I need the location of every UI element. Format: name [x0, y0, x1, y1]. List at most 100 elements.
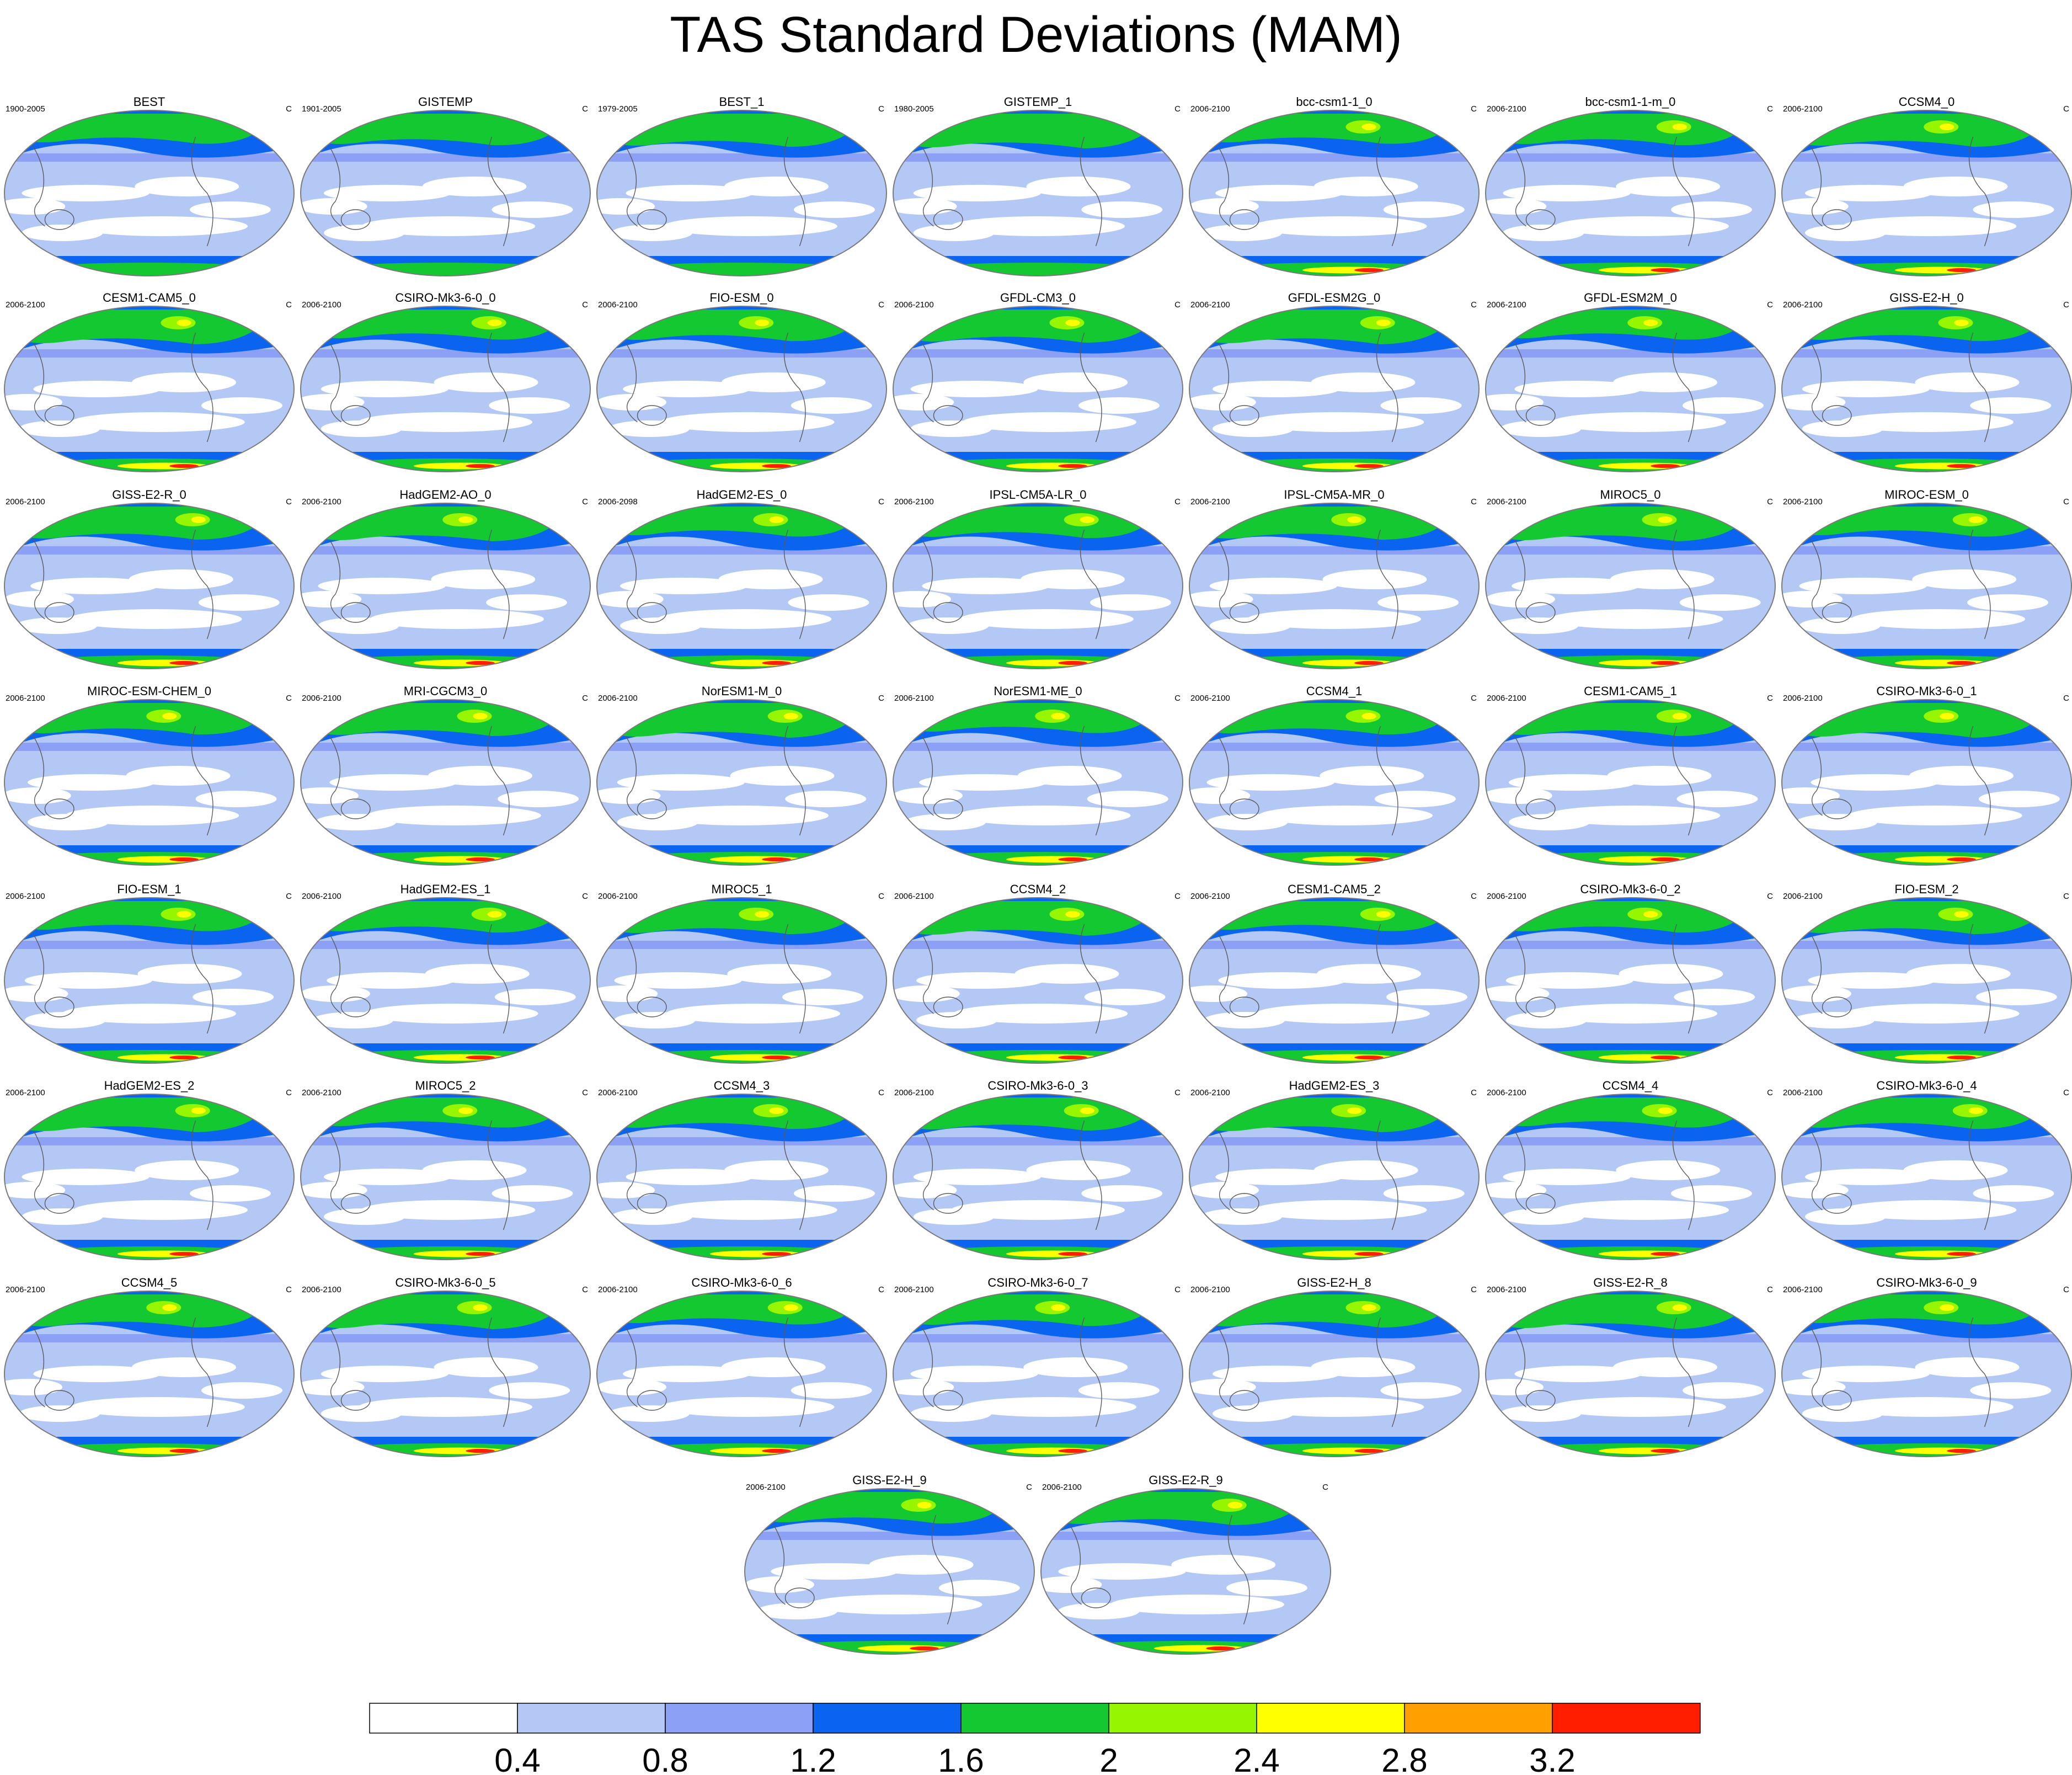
- field-low: [1503, 185, 1631, 201]
- field-low: [22, 1208, 103, 1225]
- field-low: [1546, 806, 1721, 825]
- field-south-red: [1651, 1448, 1680, 1453]
- panel-title: CSIRO-Mk3-6-0_4: [1876, 1079, 1977, 1092]
- panel-title: CESM1-CAM5_0: [103, 291, 196, 305]
- coastline-americas: [191, 332, 213, 443]
- field-low: [721, 1357, 826, 1377]
- field-low: [1909, 766, 2014, 786]
- field-south-red: [169, 1448, 199, 1453]
- field-hotter: [783, 1304, 798, 1311]
- field-low: [190, 201, 271, 218]
- field-low: [1811, 774, 1939, 791]
- panel-units: C: [878, 1088, 884, 1097]
- coastline-asia: [1810, 342, 1823, 423]
- coastline-americas: [1672, 1317, 1695, 1427]
- field-low: [1213, 420, 1294, 437]
- colorbar-cell: [960, 1703, 1109, 1734]
- map-outline: [4, 503, 295, 669]
- field-low: [1320, 766, 1424, 786]
- map-outline: [1485, 503, 1776, 669]
- panel-period: 2006-2100: [1487, 1285, 1526, 1294]
- field-hotter: [458, 516, 473, 523]
- field-low: [4, 198, 66, 215]
- field-low: [1486, 591, 1555, 607]
- field-low: [951, 1200, 1125, 1220]
- field-low: [910, 1405, 992, 1422]
- field-low: [1259, 806, 1433, 825]
- panel-units: C: [2063, 1285, 2069, 1294]
- field-low: [1026, 1160, 1131, 1180]
- field-low: [329, 774, 457, 791]
- field-low: [1500, 1405, 1582, 1422]
- colorbar-cell: [369, 1703, 518, 1734]
- map-panel: IPSL-CM5A-LR_0 2006-2100 C: [893, 488, 1183, 669]
- field-hotter: [1672, 124, 1687, 130]
- panel-title: NorESM1-M_0: [702, 684, 782, 698]
- panel-units: C: [1767, 497, 1773, 507]
- field-low: [808, 1595, 982, 1614]
- field-low: [1845, 1004, 2020, 1024]
- field-low: [1973, 201, 2054, 218]
- field-low: [1613, 372, 1717, 392]
- coastline-americas: [1080, 1317, 1102, 1427]
- coastline-americas: [487, 924, 510, 1034]
- panel-units: C: [2063, 497, 2069, 507]
- field-low: [1549, 609, 1723, 629]
- coastline-asia: [625, 342, 638, 423]
- field-low: [597, 985, 658, 1002]
- coastline-australia: [637, 405, 667, 426]
- field-low: [301, 1379, 365, 1395]
- field-low: [794, 1185, 875, 1202]
- field-low: [655, 806, 829, 825]
- panel-units: C: [286, 104, 292, 114]
- field-low: [910, 1366, 1038, 1382]
- field-south-red: [762, 660, 791, 665]
- field-low: [620, 617, 701, 634]
- panel-title: CCSM4_2: [1010, 882, 1066, 896]
- map-outline: [893, 1291, 1183, 1457]
- panel-title: GFDL-CM3_0: [1000, 291, 1076, 305]
- map-outline: [1040, 1488, 1331, 1655]
- coastline-americas: [1968, 332, 1991, 443]
- panel-title: MIROC5_1: [711, 882, 772, 896]
- field-south-red: [1947, 660, 1976, 665]
- coastline-americas: [1968, 726, 1991, 836]
- panel-title: CCSM4_5: [121, 1276, 177, 1289]
- field-low: [1023, 372, 1128, 392]
- field-low: [721, 372, 826, 392]
- field-low: [1796, 814, 1878, 830]
- coastline-australia: [44, 1390, 74, 1411]
- field-low: [730, 766, 835, 786]
- coastline-asia: [921, 342, 934, 423]
- map-outline: [300, 503, 591, 669]
- panel-title: MIROC5_0: [1600, 488, 1660, 502]
- panel-period: 2006-2100: [302, 892, 341, 901]
- field-low: [794, 201, 875, 218]
- map-panel: CSIRO-Mk3-6-0_3 2006-2100 C: [893, 1079, 1183, 1260]
- panel-period: 2006-2100: [302, 1088, 341, 1097]
- coastline-australia: [44, 602, 74, 623]
- coastline-australia: [1229, 798, 1259, 819]
- field-hotter: [1643, 319, 1658, 326]
- field-low: [1023, 1357, 1128, 1377]
- field-low: [1250, 1397, 1424, 1417]
- map-outline: [596, 1094, 887, 1260]
- field-south-red: [1947, 268, 1976, 273]
- field-low: [1782, 985, 1851, 1002]
- coastline-americas: [487, 1120, 510, 1230]
- panel-units: C: [1767, 104, 1773, 114]
- field-low: [1840, 412, 2014, 432]
- panel-title: MIROC5_2: [415, 1079, 476, 1092]
- coastline-americas: [1672, 924, 1695, 1034]
- map-outline: [1781, 897, 2072, 1064]
- coastline-americas: [1672, 726, 1695, 836]
- panel-period: 2006-2100: [1783, 300, 1823, 310]
- map-outline: [300, 1094, 591, 1260]
- field-south-red: [466, 463, 495, 468]
- map-outline: [893, 1094, 1183, 1260]
- field-low: [1805, 225, 1886, 241]
- field-south-red: [466, 660, 495, 665]
- field-low: [312, 1012, 393, 1028]
- field-south-red: [1651, 1251, 1680, 1256]
- field-low: [611, 225, 693, 241]
